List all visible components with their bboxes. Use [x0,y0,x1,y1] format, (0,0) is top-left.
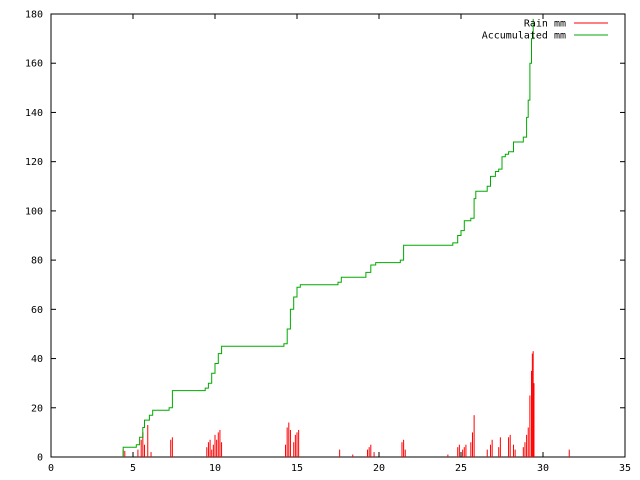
plot-frame [50,13,626,458]
x-tick-label: 20 [373,463,385,474]
x-tick-label: 30 [537,463,549,474]
x-tick-label: 25 [455,463,467,474]
y-tick-label: 40 [31,354,43,365]
y-tick-label: 60 [31,305,43,316]
x-tick-label: 35 [619,463,631,474]
y-tick-label: 120 [25,157,43,168]
legend-label: Accumulated mm [482,31,566,42]
axis-ticks: 0 20 40 60 80 100 120 140 160 180 0 5 10 15 20 25 30 35 [25,10,631,475]
x-tick-label: 0 [48,463,54,474]
legend-label: Rain mm [524,19,566,30]
y-tick-label: 180 [25,10,43,21]
accumulated-line [122,18,534,457]
y-tick-label: 160 [25,59,43,70]
x-tick-label: 15 [291,463,303,474]
series-layer [122,18,570,457]
y-tick-label: 20 [31,403,43,414]
x-tick-label: 5 [130,463,136,474]
y-tick-label: 100 [25,206,43,217]
x-tick-label: 10 [209,463,221,474]
y-tick-label: 80 [31,256,43,267]
y-tick-label: 140 [25,108,43,119]
y-tick-label: 0 [37,453,43,464]
